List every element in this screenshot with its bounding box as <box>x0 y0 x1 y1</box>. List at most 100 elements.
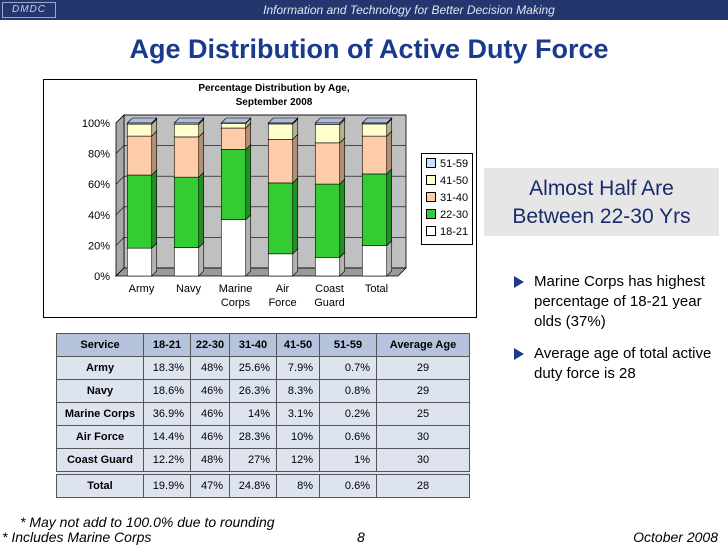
header-bar: DMDC Information and Technology for Bett… <box>0 0 728 20</box>
x-tick-label: Air <box>276 283 290 295</box>
table-cell: 29 <box>376 379 470 403</box>
chart-title-line-2: September 2008 <box>235 97 313 108</box>
bar-segment-side <box>198 171 205 249</box>
table-row: Marine Corps 36.9% 46% 14% 3.1% 0.2% 25 <box>56 402 470 426</box>
column-header: 31-40 <box>229 333 277 357</box>
page-number: 8 <box>357 529 365 545</box>
column-header: 51-59 <box>319 333 377 357</box>
bar-segment <box>173 247 200 277</box>
table-row: Coast Guard 12.2% 48% 27% 12% 1% 30 <box>56 448 470 474</box>
bar-segment <box>220 149 247 220</box>
bar-segment-side <box>198 131 205 178</box>
table-cell: 30 <box>376 425 470 449</box>
legend-label: 41-50 <box>440 175 469 187</box>
table-cell: Marine Corps <box>56 402 144 426</box>
legend-item: 41-50 <box>426 175 468 187</box>
gridline <box>115 114 406 124</box>
footnote-includes: * Includes Marine Corps <box>2 529 152 545</box>
table-cell: 48% <box>190 448 230 474</box>
legend-label: 31-40 <box>440 192 469 204</box>
table-cell: 25.6% <box>229 356 277 380</box>
callout-line-2: Between 22-30 Yrs <box>512 205 691 228</box>
column-header: 22-30 <box>190 333 230 357</box>
bar-segment <box>173 136 200 178</box>
table-cell: 0.7% <box>319 356 377 380</box>
age-distribution-table: Service 18-21 22-30 31-40 41-50 51-59 Av… <box>56 333 470 498</box>
footer-date: October 2008 <box>633 529 718 545</box>
legend-swatch <box>426 158 436 168</box>
bar-segment-top <box>220 117 252 124</box>
x-tick-label: Army <box>129 283 155 295</box>
column-header: 41-50 <box>276 333 320 357</box>
table-cell: 29 <box>376 356 470 380</box>
bar-segment <box>314 124 341 144</box>
table-cell: 18.6% <box>143 379 191 403</box>
x-tick-label: Marine <box>219 283 253 295</box>
bar-segment-side <box>339 137 346 185</box>
legend-label: 18-21 <box>440 226 469 238</box>
legend-swatch <box>426 209 436 219</box>
table-cell: 12.2% <box>143 448 191 474</box>
gridline <box>115 267 406 277</box>
bar-segment-side <box>151 169 158 249</box>
bar-segment <box>361 173 388 246</box>
bar-segment <box>173 122 200 125</box>
bar-segment <box>126 122 153 125</box>
gridline <box>115 175 406 185</box>
table-cell: 30 <box>376 448 470 474</box>
x-tick-label: Force <box>268 297 296 309</box>
bar-segment <box>267 123 294 140</box>
table-cell: 10% <box>276 425 320 449</box>
legend-item: 51-59 <box>426 158 468 170</box>
plot-side-wall <box>115 114 125 277</box>
y-tick-label: 20% <box>88 240 110 252</box>
bar-segment-top <box>126 117 158 124</box>
legend-item: 22-30 <box>426 209 468 221</box>
table-row: Navy 18.6% 46% 26.3% 8.3% 0.8% 29 <box>56 379 470 403</box>
bar-segment-side <box>245 213 252 277</box>
table-cell: 3.1% <box>276 402 320 426</box>
bullet-text: Average age of total active duty force i… <box>534 345 712 382</box>
bar-segment <box>126 174 153 249</box>
column-header: Average Age <box>376 333 470 357</box>
bar-segment <box>173 123 200 138</box>
bar-segment-side <box>386 168 393 247</box>
bar-segment <box>361 135 388 175</box>
bar-segment <box>361 245 388 277</box>
column-header: 18-21 <box>143 333 191 357</box>
bar-segment-side <box>151 130 158 176</box>
table-cell: 0.8% <box>319 379 377 403</box>
page-title: Age Distribution of Active Duty Force <box>129 34 609 64</box>
y-tick-label: 60% <box>88 179 110 191</box>
table-cell: 46% <box>190 425 230 449</box>
bar-segment-side <box>386 239 393 277</box>
table-cell: 14% <box>229 402 277 426</box>
y-tick-label: 40% <box>88 210 110 222</box>
bar-segment-side <box>339 178 346 259</box>
chart-title-line-1: Percentage Distribution by Age, <box>198 83 350 94</box>
bar-segment <box>220 123 247 129</box>
bar-segment <box>267 122 294 125</box>
legend-label: 51-59 <box>440 158 469 170</box>
x-tick-label: Navy <box>176 283 202 295</box>
bar-segment-side <box>292 133 299 184</box>
y-tick-label: 100% <box>82 118 110 130</box>
table-header-row: Service 18-21 22-30 31-40 41-50 51-59 Av… <box>56 333 470 357</box>
table-cell: 46% <box>190 379 230 403</box>
bar-segment <box>267 253 294 277</box>
bar-segment-side <box>151 242 158 277</box>
bar-segment <box>267 182 294 255</box>
chart-legend: 51-59 41-50 31-40 22-30 18-21 <box>421 153 473 245</box>
chart-frame: Percentage Distribution by Age, Septembe… <box>43 79 477 318</box>
chart-title: Percentage Distribution by Age, Septembe… <box>174 82 374 110</box>
table-cell: 46% <box>190 402 230 426</box>
dmdc-logo: DMDC <box>2 2 56 18</box>
table-cell: 0.6% <box>319 471 377 498</box>
bar-segment-top <box>314 117 346 124</box>
x-tick-label: Guard <box>314 297 345 309</box>
bar-segment-side <box>292 177 299 255</box>
legend-label: 22-30 <box>440 209 469 221</box>
legend-swatch <box>426 226 436 236</box>
callout-line-1: Almost Half Are <box>529 177 674 200</box>
bullet-item: Average age of total active duty force i… <box>514 344 724 384</box>
